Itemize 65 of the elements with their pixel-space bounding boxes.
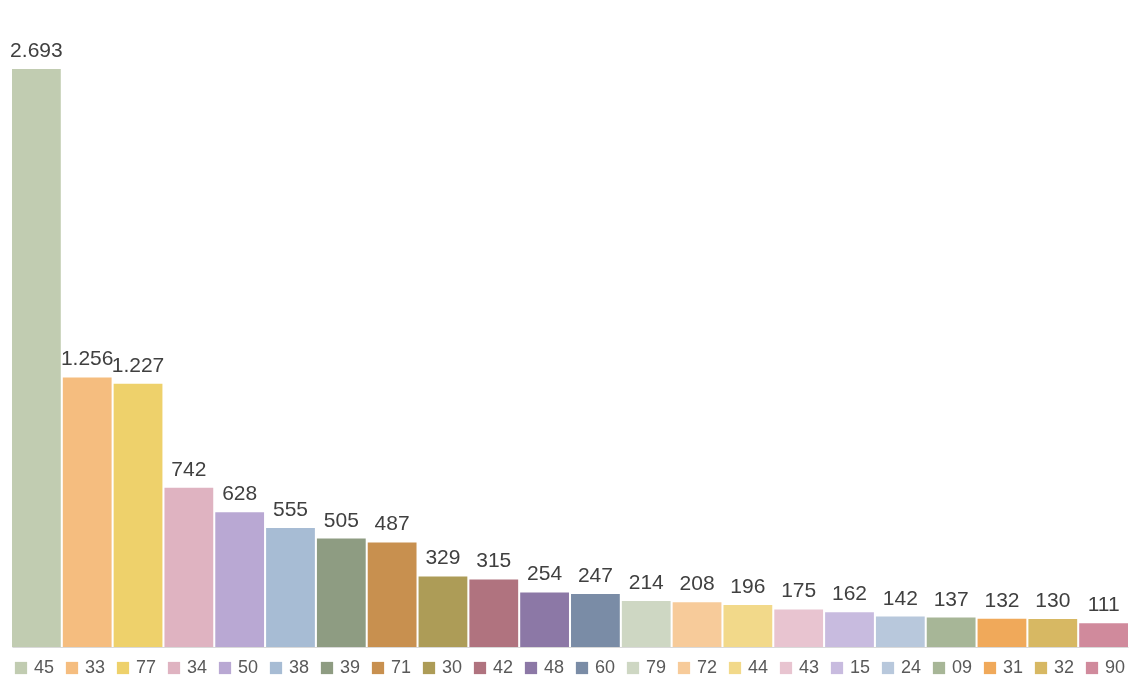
- legend-label: 71: [391, 657, 412, 677]
- bar: [926, 617, 976, 647]
- legend-label: 44: [748, 657, 769, 677]
- bar: [571, 593, 620, 647]
- data-label: 742: [171, 456, 207, 480]
- bar: [316, 538, 366, 647]
- data-label: 214: [628, 570, 665, 594]
- bar: [469, 579, 519, 647]
- data-label: 315: [476, 548, 512, 572]
- legend-label: 24: [901, 657, 922, 677]
- data-label: 2.693: [10, 38, 63, 61]
- legend-label: 38: [289, 657, 310, 677]
- legend-label: 72: [697, 657, 718, 677]
- legend-label: 90: [1105, 657, 1126, 677]
- legend-label: 42: [493, 657, 514, 677]
- data-label: 254: [527, 561, 563, 585]
- legend-label: 45: [34, 657, 55, 677]
- legend-label: 43: [799, 657, 820, 677]
- bar: [1079, 623, 1128, 647]
- legend-label: 32: [1054, 657, 1075, 677]
- legend-label: 60: [595, 657, 616, 677]
- data-label: 142: [882, 585, 918, 609]
- data-label: 111: [1087, 592, 1120, 616]
- bar: [977, 618, 1027, 647]
- data-label: 137: [933, 586, 969, 610]
- legend-label: 48: [544, 657, 565, 677]
- bar: [621, 601, 671, 647]
- bar: [825, 612, 874, 647]
- legend-label: 79: [646, 657, 667, 677]
- bar: [266, 527, 315, 647]
- data-label: 132: [984, 587, 1020, 611]
- data-label: 247: [577, 562, 613, 586]
- data-label: 162: [831, 581, 868, 605]
- legend-label: 39: [340, 657, 361, 677]
- legend-label: 30: [442, 657, 463, 677]
- bar: [164, 487, 214, 647]
- legend-label: 09: [952, 657, 973, 677]
- data-label: 208: [679, 571, 715, 595]
- bar: [520, 592, 569, 647]
- legend-label: 33: [85, 657, 106, 677]
- bar: [418, 576, 468, 647]
- bar: [367, 542, 417, 647]
- data-label: 555: [272, 496, 309, 520]
- legend-label: 34: [187, 657, 208, 677]
- data-label: 329: [425, 545, 461, 569]
- data-label: 175: [781, 578, 817, 602]
- bar: [113, 383, 163, 647]
- data-label: 505: [323, 507, 359, 531]
- data-label: 487: [374, 511, 410, 535]
- legend-label: 77: [136, 657, 157, 677]
- legend-label: 31: [1003, 657, 1024, 677]
- bar: [723, 604, 773, 647]
- bar: [12, 69, 61, 647]
- bar: [1028, 619, 1078, 647]
- data-label: 196: [730, 573, 766, 597]
- bar: [875, 616, 925, 647]
- bar: [774, 609, 824, 647]
- bar: [672, 602, 722, 647]
- legend-label: 50: [238, 657, 259, 677]
- bar: [62, 377, 112, 647]
- data-label: 130: [1035, 588, 1071, 612]
- data-label: 628: [222, 481, 258, 505]
- legend-label: 15: [850, 657, 871, 677]
- data-label: 1.256: [60, 346, 114, 370]
- bar: [215, 512, 265, 647]
